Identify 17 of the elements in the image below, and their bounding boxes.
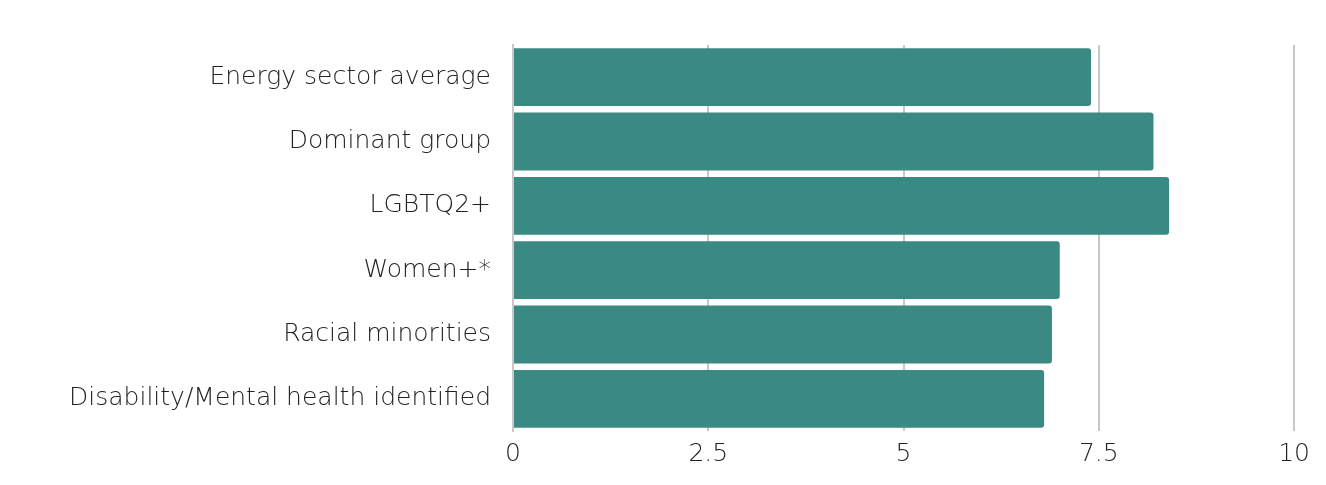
y-tick-label: LGBTQ2+ — [369, 189, 491, 219]
x-tick-label: 2.5 — [688, 437, 729, 467]
y-tick-label: Women+* — [363, 253, 491, 283]
bar — [514, 241, 1060, 300]
bar — [514, 176, 1170, 235]
y-tick-label: Dominant group — [288, 125, 491, 154]
bar — [514, 112, 1154, 171]
x-tick-label: 5 — [895, 437, 912, 467]
y-tick-label: Disability/Mental health identified — [69, 382, 491, 412]
y-tick-label: Energy sector average — [209, 60, 491, 90]
bar — [514, 369, 1045, 428]
y-tick-label: Racial minorities — [283, 318, 491, 347]
bar — [514, 305, 1052, 364]
x-tick-label: 10 — [1278, 437, 1310, 467]
bar — [514, 48, 1092, 107]
x-tick-label: 0 — [505, 437, 521, 467]
x-tick-label: 7.5 — [1078, 437, 1119, 467]
